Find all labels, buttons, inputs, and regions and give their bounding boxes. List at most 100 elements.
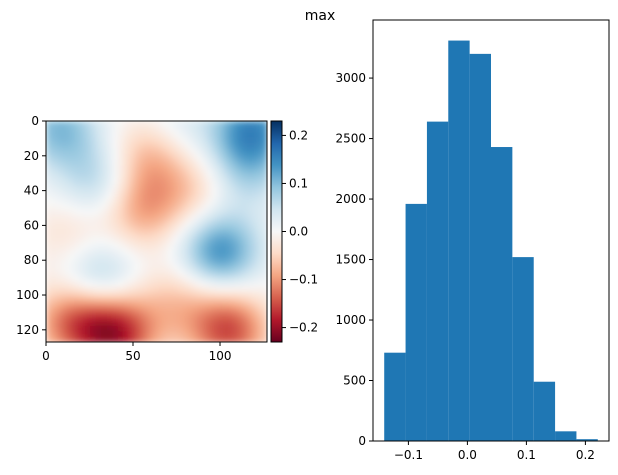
heatmap-cell	[261, 314, 267, 321]
heatmap-cell	[112, 214, 119, 222]
heatmap-cell	[184, 231, 191, 238]
heatmap-cell	[239, 165, 246, 172]
heatmap-cell	[95, 314, 102, 321]
heatmap-cell	[51, 325, 58, 332]
heatmap-cell	[84, 248, 91, 255]
heatmap-cell	[173, 159, 180, 166]
heatmap-cell	[117, 121, 124, 128]
heatmap-cell	[73, 143, 80, 150]
heatmap-cell	[250, 209, 257, 216]
heatmap-cell	[255, 148, 263, 155]
heatmap-cell	[255, 121, 263, 128]
heatmap-cell	[117, 231, 124, 238]
heatmap-cell	[189, 192, 196, 199]
heatmap-cell	[211, 248, 218, 255]
heatmap-cell	[211, 292, 218, 299]
heatmap-cell	[84, 181, 91, 188]
heatmap-cell	[222, 132, 229, 139]
colorbar-tick-label: −0.2	[289, 321, 318, 335]
heatmap-cell	[255, 303, 263, 310]
heatmap-cell	[189, 275, 196, 282]
heatmap-cell	[51, 137, 58, 144]
heatmap-cell	[200, 308, 207, 315]
heatmap-cell	[167, 314, 174, 321]
heatmap-cell	[162, 314, 169, 321]
heatmap-cell	[178, 192, 185, 199]
heatmap-cell	[217, 308, 224, 315]
heatmap-cell	[206, 192, 213, 199]
heatmap-cell	[128, 336, 136, 342]
heatmap-cell	[145, 192, 152, 199]
heatmap-cell	[139, 336, 147, 342]
heatmap-cell	[239, 336, 246, 342]
heatmap-cell	[200, 209, 207, 216]
heatmap-cell	[222, 297, 229, 304]
heatmap-cell	[68, 286, 75, 293]
heatmap-cell	[222, 330, 229, 338]
heatmap-cell	[150, 214, 158, 222]
heatmap-cell	[167, 220, 174, 227]
heatmap-cell	[117, 248, 124, 255]
heatmap-cell	[222, 225, 229, 233]
heatmap-cell	[173, 264, 180, 271]
heatmap-cell	[211, 154, 218, 161]
heatmap-cell	[228, 187, 235, 194]
heatmap-cell	[150, 330, 158, 338]
heatmap-cell	[228, 198, 235, 205]
heatmap-cell	[134, 259, 141, 266]
heatmap-cell	[123, 281, 130, 288]
heatmap-cell	[123, 159, 130, 166]
heatmap-cell	[79, 242, 86, 249]
heatmap-cell	[189, 165, 196, 172]
heatmap-cell	[128, 154, 136, 161]
heatmap-cell	[233, 165, 240, 172]
heatmap-cell	[255, 225, 263, 233]
heatmap-cell	[84, 192, 91, 199]
heatmap-cell	[73, 281, 80, 288]
heatmap-cell	[239, 330, 246, 338]
heatmap-cell	[184, 148, 191, 155]
heatmap-cell	[184, 259, 191, 266]
heatmap-cell	[150, 297, 158, 304]
heatmap-cell	[51, 292, 58, 299]
heatmap-cell	[106, 198, 113, 205]
heatmap-cell	[84, 121, 91, 128]
heatmap-cell	[211, 231, 218, 238]
heatmap-cell	[178, 308, 185, 315]
heatmap-cell	[95, 187, 102, 194]
heatmap-cell	[128, 242, 136, 249]
heatmap-cell	[145, 187, 152, 194]
heatmap-cell	[167, 143, 174, 150]
heatmap-cell	[167, 198, 174, 205]
heatmap-cell	[150, 209, 158, 216]
heatmap-cell	[68, 303, 75, 310]
heatmap-cell	[211, 132, 218, 139]
heatmap-cell	[90, 286, 97, 293]
heatmap-cell	[178, 154, 185, 161]
heatmap-cell	[145, 308, 152, 315]
heatmap-cell	[239, 253, 246, 260]
heatmap-cell	[255, 336, 263, 342]
heatmap-cell	[195, 132, 202, 139]
heatmap-cell	[178, 214, 185, 222]
heatmap-cell	[167, 214, 174, 222]
heatmap-cell	[173, 192, 180, 199]
heatmap-cell	[211, 220, 218, 227]
heatmap-cell	[184, 170, 191, 177]
heatmap-cell	[244, 314, 252, 321]
heatmap-cell	[173, 137, 180, 144]
heatmap-cell	[62, 303, 69, 310]
heatmap-cell	[101, 319, 108, 327]
heatmap-cell	[217, 170, 224, 177]
heatmap-cell	[178, 148, 185, 155]
heatmap-cell	[112, 259, 119, 266]
heatmap-cell	[101, 325, 108, 332]
heatmap-cell	[145, 165, 152, 172]
heatmap-cell	[117, 165, 124, 172]
heatmap-cell	[156, 281, 163, 288]
heatmap-cell	[206, 176, 213, 183]
heatmap-cell	[62, 242, 69, 249]
heatmap-cell	[178, 187, 185, 194]
heatmap-cell	[90, 143, 97, 150]
heatmap-cell	[189, 176, 196, 183]
